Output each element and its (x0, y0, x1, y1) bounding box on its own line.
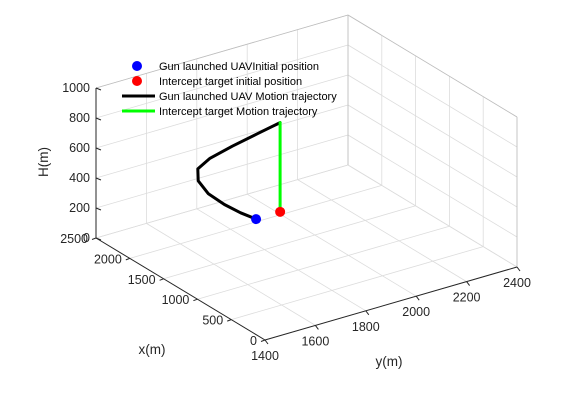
wall-y-gridline-z (347, 44, 518, 148)
x-tick (159, 278, 164, 281)
floor-gridline-x (163, 205, 416, 280)
x-axis-line (95, 237, 266, 341)
z-tick (95, 207, 102, 211)
x-tick-label: 1500 (128, 273, 156, 287)
wall-y-gridline-z (347, 134, 518, 238)
z-tick (95, 87, 102, 91)
floor-gridline-y (146, 223, 316, 326)
legend-label: Gun launched UAVInitial position (159, 61, 319, 73)
data-layer (196, 121, 286, 225)
y-tick (365, 310, 370, 316)
z-axis-label: H(m) (36, 147, 51, 177)
x-tick (260, 339, 266, 342)
z-tick-label: 1000 (62, 81, 90, 95)
y-tick-label: 1400 (251, 349, 279, 363)
wall-y-gridline-z (347, 74, 518, 178)
box-edge-top-right (347, 14, 518, 118)
y-tick-label: 1600 (301, 334, 329, 348)
series-marker (275, 206, 286, 217)
legend-label: Intercept target Motion trajectory (159, 106, 318, 118)
legend-marker (132, 76, 142, 86)
legend-label: Intercept target initial position (159, 76, 302, 88)
y-axis-label: y(m) (376, 354, 403, 369)
z-tick-label: 0 (83, 231, 90, 245)
legend: Gun launched UAVInitial position Intercep… (122, 61, 337, 118)
y-tick (264, 339, 269, 345)
x-tick-label: 500 (202, 314, 223, 328)
z-tick-label: 600 (69, 141, 90, 155)
y-axis-line (264, 266, 518, 341)
legend-marker (132, 61, 142, 71)
y-tick-label: 1800 (352, 320, 380, 334)
wall-x-gridline-z (95, 44, 349, 119)
y-tick (314, 325, 319, 330)
x-tick (125, 257, 130, 261)
y-tick (516, 266, 521, 272)
z-tick (95, 147, 102, 151)
box-edge-top-left (95, 14, 349, 89)
wall-x-gridline-z (95, 134, 349, 209)
z-tick-label: 400 (69, 171, 90, 185)
x-tick-label: 1000 (162, 293, 190, 307)
x-tick (91, 237, 97, 240)
y-tick-label: 2000 (402, 305, 430, 319)
floor-gridline-y (246, 193, 417, 297)
x-tick-label: 0 (250, 334, 257, 348)
z-tick (95, 177, 102, 181)
floor-gridline-x (197, 225, 450, 300)
series-marker (251, 214, 262, 225)
wall-y-gridline-z (347, 104, 518, 208)
z-tick (95, 237, 102, 241)
legend-label: Gun launched UAV Motion trajectory (159, 91, 337, 103)
floor-gridline-x (231, 246, 484, 320)
floor-gridline-y (196, 208, 367, 312)
y-tick-label: 2200 (453, 291, 481, 305)
z-tick-label: 200 (69, 201, 90, 215)
series-line (196, 121, 282, 221)
x-tick (193, 298, 198, 302)
floor-gridline-y (297, 179, 467, 282)
wall-y-gridline-z (347, 164, 518, 268)
y-tick (466, 281, 471, 286)
wall-x-gridline-z (95, 104, 349, 179)
axes: 0500100015002000250014001600180020002200… (36, 14, 531, 369)
y-tick (415, 295, 420, 301)
x-tick-label: 2500 (60, 232, 88, 246)
y-tick-label: 2400 (503, 276, 531, 290)
x-tick (227, 319, 232, 322)
z-tick (95, 117, 102, 121)
z-tick-label: 800 (69, 111, 90, 125)
wall-x-gridline-z (95, 74, 349, 149)
x-axis-label: x(m) (139, 342, 166, 357)
x-tick-label: 2000 (94, 252, 122, 266)
